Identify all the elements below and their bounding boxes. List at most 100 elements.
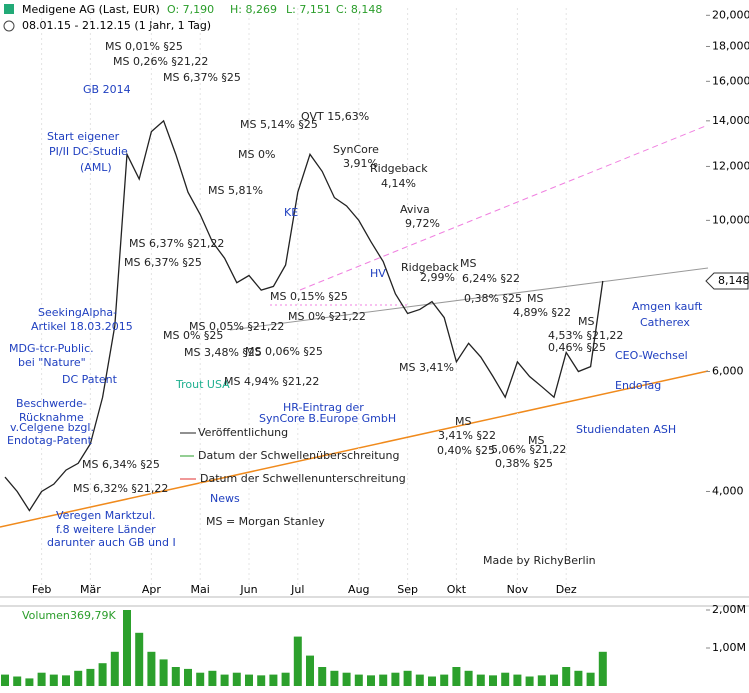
volume-bar — [403, 670, 412, 686]
volume-bar — [574, 670, 583, 686]
annotation: 6,24% §22 — [462, 272, 520, 285]
annotation: EndoTag — [615, 379, 661, 392]
annotation: MS — [528, 434, 544, 447]
annotation: 4,14% — [381, 177, 416, 190]
annotation: MS 0,26% §21,22 — [113, 55, 208, 68]
annotation: Veröffentlichung — [198, 426, 288, 439]
annotation: 9,72% — [405, 217, 440, 230]
x-tick-label: Dez — [556, 583, 577, 596]
annotation: Datum der Schwellenüberschreitung — [198, 449, 399, 462]
annotation: Rücknahme — [19, 411, 84, 424]
volume-bar — [74, 670, 83, 686]
volume-bar — [330, 670, 339, 686]
x-tick-label: Feb — [32, 583, 51, 596]
volume-bar — [440, 674, 449, 686]
volume-title: Volumen — [22, 609, 70, 622]
volume-bar — [489, 675, 497, 686]
annotation: MS 6,32% §21,22 — [73, 482, 168, 495]
annotation: 4,89% §22 — [513, 306, 571, 319]
last-value-label: 8,148 — [718, 274, 749, 287]
volume-bar — [245, 674, 253, 686]
volume-bar — [13, 676, 22, 686]
annotation: bei "Nature" — [18, 356, 86, 369]
annotation: MS = Morgan Stanley — [206, 515, 325, 528]
volume-bar — [269, 674, 278, 686]
annotation: MS — [578, 315, 594, 328]
annotation: 5,06% §21,22 — [491, 443, 566, 456]
volume-bar — [586, 672, 595, 686]
annotation: MS 5,14% §25 — [240, 118, 318, 131]
volume-bar — [49, 674, 58, 686]
annotation: MS 0% §21,22 — [288, 310, 366, 323]
y-tick-label: 2,00M — [712, 603, 746, 616]
y-tick-label: 10,000 — [712, 213, 749, 226]
annotation: HR-Eintrag der — [283, 401, 364, 414]
annotation: CEO-Wechsel — [615, 349, 688, 362]
annotation: darunter auch GB und I — [47, 536, 176, 549]
annotation: MS 0,06% §25 — [245, 345, 323, 358]
annotation: 3,91% — [343, 157, 378, 170]
trend-line — [229, 267, 709, 331]
annotation: Amgen kauft — [632, 300, 703, 313]
annotation: 3,41% §22 — [438, 429, 496, 442]
volume-bar — [501, 672, 510, 686]
clock-icon — [3, 20, 15, 32]
volume-bar — [598, 651, 607, 686]
icon — [4, 4, 14, 14]
annotation: MS — [527, 292, 543, 305]
volume-bar — [428, 676, 436, 686]
annotation: GB 2014 — [83, 83, 131, 96]
annotation: MS 6,37% §25 — [163, 71, 241, 84]
volume-bar — [37, 672, 46, 686]
annotation: Trout USA — [175, 378, 230, 391]
annotation: Start eigener — [47, 130, 120, 143]
volume-bar — [232, 672, 241, 686]
volume-bar — [379, 674, 388, 686]
volume-bar — [391, 672, 400, 686]
annotation: SeekingAlpha- — [38, 306, 117, 319]
annotation: Datum der Schwellenunterschreitung — [200, 472, 406, 485]
trend-line — [299, 124, 709, 291]
y-tick-label: 1,00M — [712, 641, 746, 654]
annotation: MS 6,37% §25 — [124, 256, 202, 269]
annotation: Ridgeback — [370, 162, 428, 175]
annotation: Beschwerde- — [16, 397, 87, 410]
y-tick-label: 16,000 — [712, 74, 749, 87]
annotation: KE — [284, 206, 298, 219]
volume-bar — [159, 659, 168, 686]
x-tick-label: Apr — [142, 583, 162, 596]
volume-bar — [562, 667, 571, 686]
volume-value: 369,79K — [70, 609, 116, 622]
annotation: Artikel 18.03.2015 — [31, 320, 133, 333]
annotation: f.8 weitere Länder — [56, 523, 156, 536]
annotation: MDG-tcr-Public. — [9, 342, 94, 355]
price-line — [4, 119, 604, 512]
volume-bar — [208, 670, 217, 686]
annotation: 0,40% §25 — [437, 444, 495, 457]
volume-bar — [415, 674, 424, 686]
annotation: SynCore — [333, 143, 379, 156]
x-tick-label: Jul — [290, 583, 304, 596]
annotation: MS 4,94% §21,22 — [224, 375, 319, 388]
x-tick-label: Okt — [447, 583, 467, 596]
volume-bar — [135, 632, 144, 686]
annotation: Endotag-Patent — [7, 434, 93, 447]
annotation: MS 0% — [238, 148, 275, 161]
annotation: OVT 15,63% — [301, 110, 369, 123]
annotation: HV — [370, 267, 386, 280]
volume-bar — [367, 675, 375, 686]
volume-bar — [220, 674, 229, 686]
volume-bar — [550, 674, 558, 686]
volume-bar — [184, 668, 192, 686]
annotation: MS 0,01% §25 — [105, 40, 183, 53]
volume-bar — [110, 651, 119, 686]
volume-bar — [171, 667, 180, 686]
annotation: MS 3,48% §25 — [184, 346, 262, 359]
y-tick-label: 4,000 — [712, 484, 744, 497]
header-high: H: 8,269 — [230, 3, 277, 16]
volume-bar — [537, 675, 546, 686]
annotation: MS 5,81% — [208, 184, 263, 197]
y-tick-label: 18,000 — [712, 39, 749, 52]
volume-bar — [281, 672, 290, 686]
